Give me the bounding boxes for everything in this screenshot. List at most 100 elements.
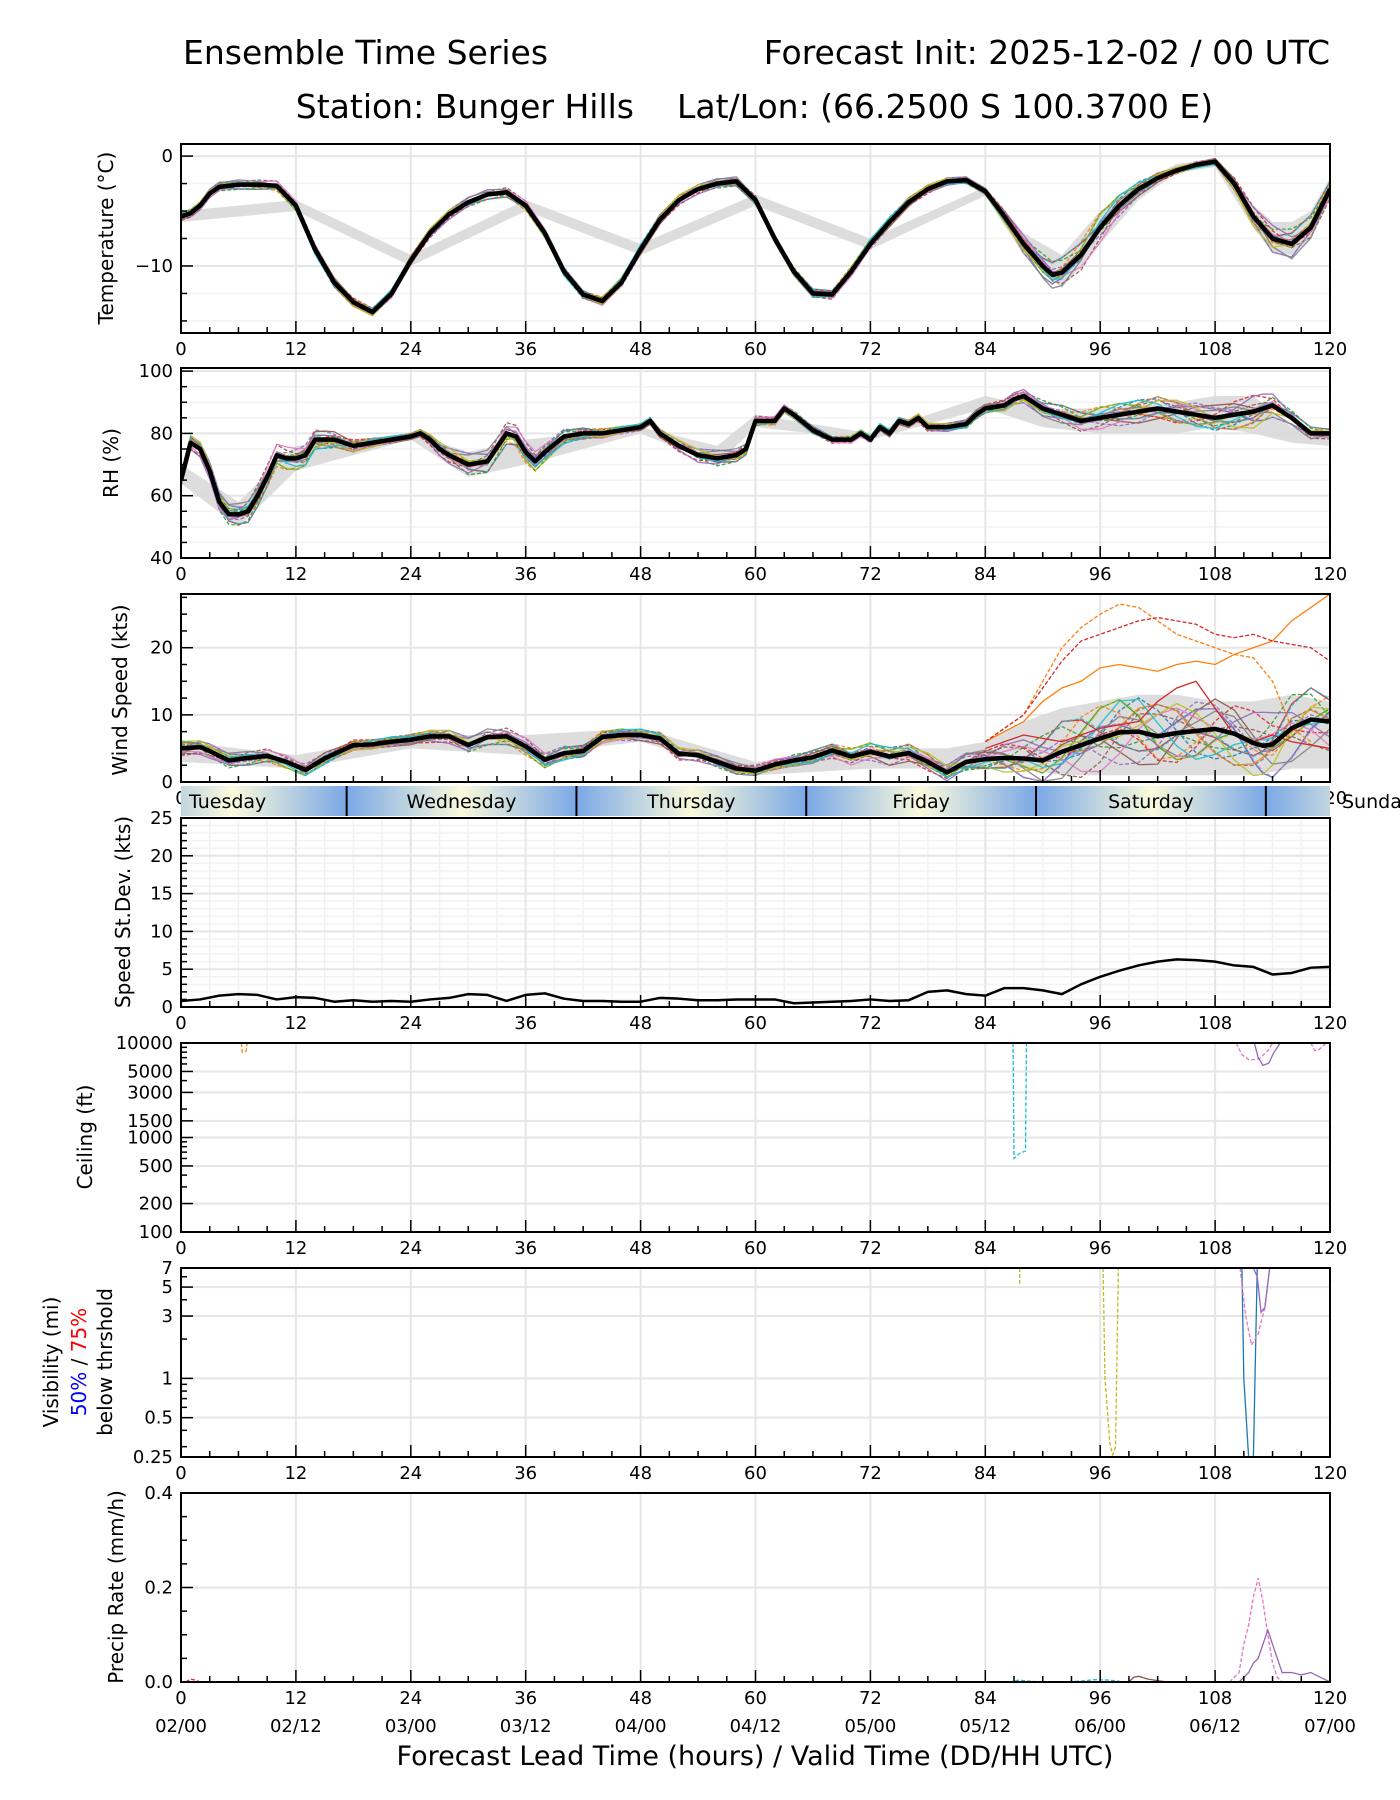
ylabel-ceiling: Ceiling (ft): [73, 1085, 97, 1190]
y-tick-label: 100: [139, 361, 173, 382]
valid-time-label: 03/12: [500, 1716, 552, 1737]
title-left: Ensemble Time Series: [183, 33, 548, 72]
panel-wind-speed: 0122436486072849610812001020: [150, 593, 1347, 809]
x-tick-label: 72: [859, 1463, 882, 1484]
ylabel-wind-speed: Wind Speed (kts): [108, 604, 132, 775]
x-tick-label: 96: [1089, 564, 1112, 585]
lat-lon: Lat/Lon: (66.2500 S 100.3700 E): [677, 87, 1213, 126]
panel-precip-rate: 0 12 24 36 48 60 72 84 96 108 120 0.0 0.2 0.4: [144, 1483, 1347, 1709]
ylabel-rh: RH (%): [99, 428, 123, 498]
x-tick-label: 12: [284, 339, 307, 360]
valid-time-label: 04/12: [730, 1716, 782, 1737]
ylabel-visibility-line1: Visibility (mi): [39, 1297, 63, 1428]
x-tick-label: 12: [284, 1238, 307, 1259]
x-tick-label: 84: [974, 564, 997, 585]
x-tick-label: 0: [175, 1013, 186, 1034]
plot-area: [185, 1577, 1330, 1682]
valid-time-label: 05/12: [959, 1716, 1011, 1737]
x-tick-label: 120: [1313, 339, 1347, 360]
plot-area: [1019, 1268, 1271, 1457]
x-tick-label: 72: [859, 564, 882, 585]
x-tick-label: 48: [629, 1463, 652, 1484]
x-tick-label: 24: [399, 1013, 422, 1034]
x-tick-label: 72: [859, 1238, 882, 1259]
ylabel-temperature: Temperature (°C): [94, 152, 118, 326]
y-tick-label: 7: [162, 1258, 173, 1279]
y-tick-label: 100: [139, 1222, 173, 1243]
ensemble-mean-line: [181, 717, 1330, 775]
ylabel-visibility-50pct: 50%: [67, 1372, 91, 1416]
x-tick-label: 108: [1198, 1238, 1232, 1259]
x-tick-label: 60: [744, 1013, 767, 1034]
member-pink-dashed: [1229, 1577, 1283, 1682]
x-tick-label: 96: [1089, 1463, 1112, 1484]
day-label: Saturday: [1108, 791, 1194, 813]
valid-time-label: 02/00: [155, 1716, 207, 1737]
plot-area: [181, 594, 1330, 782]
member-pink-dashed: [1235, 1043, 1274, 1061]
y-tick-label: 40: [150, 548, 173, 569]
y-tick-label: 1500: [127, 1111, 173, 1132]
y-tick-label: 0.25: [133, 1447, 173, 1468]
y-tick-label: 0.2: [144, 1578, 173, 1599]
ylabel-speed-stdev: Speed St.Dev. (kts): [111, 816, 135, 1008]
member-brown-solid: [1128, 1675, 1168, 1682]
day-segment: [1265, 786, 1330, 816]
member-orange-dashed: [984, 603, 1312, 743]
y-tick-label: 60: [150, 486, 173, 507]
day-label: Friday: [892, 791, 950, 813]
plot-area: [181, 388, 1330, 527]
x-tick-label: 24: [399, 1688, 422, 1709]
ylabel-visibility: Visibility (mi) 50% / 75% below thrshold: [39, 1288, 117, 1436]
x-axis-label: Forecast Lead Time (hours) / Valid Time …: [397, 1741, 1114, 1772]
member-pink-dashed: [1239, 1268, 1271, 1347]
y-tick-label: 20: [150, 846, 173, 867]
ensemble-member-line: [181, 705, 1330, 780]
x-tick-label: 84: [974, 1238, 997, 1259]
y-tick-label: 15: [150, 884, 173, 905]
x-tick-label: 36: [514, 1463, 537, 1484]
y-tick-label: 10: [150, 921, 173, 942]
x-tick-label: 72: [859, 1013, 882, 1034]
y-tick-label: 3: [162, 1306, 173, 1327]
x-tick-label: 120: [1313, 1013, 1347, 1034]
x-tick-label: 48: [629, 1013, 652, 1034]
ensemble-member-line: [181, 702, 1330, 777]
member-orange-solid: [984, 594, 1330, 743]
x-tick-label: 96: [1089, 1013, 1112, 1034]
x-tick-label: 108: [1198, 1463, 1232, 1484]
member-purple-solid: [1252, 1268, 1271, 1315]
x-tick-label: 120: [1313, 1463, 1347, 1484]
x-tick-label: 12: [284, 1013, 307, 1034]
member-red-dashed: [984, 616, 1330, 743]
member-cyan-dashed: [1009, 1678, 1125, 1682]
ylabel-visibility-line3: below thrshold: [93, 1288, 117, 1436]
x-tick-label: 120: [1313, 1238, 1347, 1259]
x-tick-label: 84: [974, 1463, 997, 1484]
x-tick-label: 0: [175, 1463, 186, 1484]
x-tick-label: 120: [1313, 1688, 1347, 1709]
day-label: Sunday: [1342, 791, 1400, 813]
y-tick-label: 5: [162, 1277, 173, 1298]
panel-temperature: 0 12 24 36 48 60 72 84 96 108 120 0 −10: [135, 143, 1347, 360]
day-label: Tuesday: [188, 791, 266, 813]
x-tick-label: 84: [974, 339, 997, 360]
x-tick-label: 12: [284, 564, 307, 585]
x-tick-label: 24: [399, 339, 422, 360]
x-tick-label: 36: [514, 339, 537, 360]
day-label: Wednesday: [407, 791, 517, 813]
y-tick-label: 10: [150, 705, 173, 726]
x-tick-label: 120: [1313, 564, 1347, 585]
x-tick-label: 60: [744, 1238, 767, 1259]
title-right: Forecast Init: 2025-12-02 / 00 UTC: [764, 33, 1330, 72]
x-tick-label: 60: [744, 564, 767, 585]
day-segment: [346, 786, 577, 816]
ylabel-visibility-line2: 50% / 75%: [67, 1308, 91, 1416]
x-tick-label: 0: [175, 1238, 186, 1259]
valid-time-label: 07/00: [1304, 1716, 1356, 1737]
x-tick-label: 108: [1198, 564, 1232, 585]
member-pink-dashed-2: [1310, 1043, 1327, 1052]
ylabel-precip-rate: Precip Rate (mm/h): [104, 1490, 128, 1684]
plot-area: [240, 1043, 1327, 1160]
member-red-solid: [985, 680, 1330, 750]
